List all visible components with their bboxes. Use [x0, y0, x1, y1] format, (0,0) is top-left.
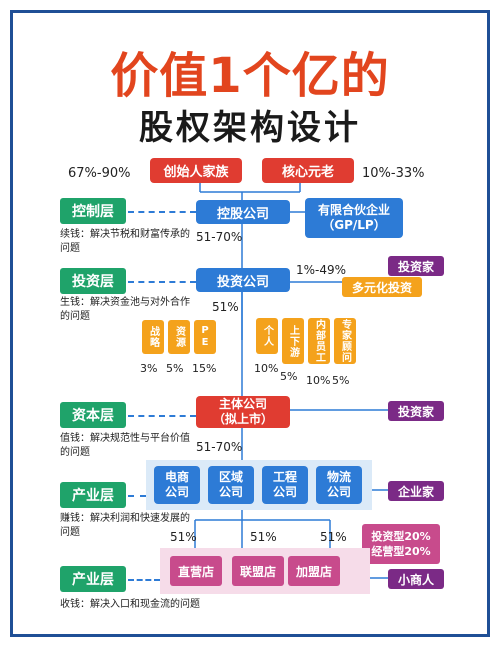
- subsidiary-box: 区域公司: [208, 466, 254, 504]
- page-title: 价值1个亿的: [110, 48, 390, 104]
- small-holder-tag: PE: [194, 320, 216, 354]
- layer-industry2-dash: [128, 579, 160, 581]
- small-holder-percent: 3%: [140, 362, 158, 375]
- store-percent: 51%: [250, 530, 277, 544]
- small-holder-percent: 5%: [280, 370, 298, 383]
- layer-invest-desc: 生钱：解决资金池与对外合作的问题: [60, 297, 190, 322]
- invest-percent: 51%: [212, 300, 239, 314]
- small-holder-tag: 战略: [142, 320, 164, 354]
- small-holder-tag: 内部员工: [308, 318, 330, 364]
- store-percent: 51%: [170, 530, 197, 544]
- small-holder-tag: 上下游: [282, 318, 304, 364]
- store-type-invest: 投资型20%: [371, 530, 431, 543]
- page-subtitle: 股权架构设计: [139, 108, 361, 148]
- store-type-operate: 经营型20%: [371, 545, 431, 558]
- subsidiary-box: 工程公司: [262, 466, 308, 504]
- layer-control-desc: 续钱：解决节税和财富传承的问题: [60, 229, 190, 254]
- investment-company-box: 投资公司: [196, 268, 290, 292]
- diversified-investment-box: 多元化投资: [342, 277, 422, 297]
- main-company-box: 主体公司（拟上市）: [196, 396, 290, 428]
- small-holder-percent: 5%: [332, 374, 350, 387]
- store-percent: 51%: [320, 530, 347, 544]
- layer-control-dash: [128, 211, 196, 213]
- small-holder-percent: 15%: [192, 362, 217, 375]
- layer-capital-desc: 值钱：解决规范性与平台价值的问题: [60, 433, 190, 458]
- main-percent: 51-70%: [196, 440, 243, 454]
- small-holder-tag: 资源: [168, 320, 190, 354]
- store-box: 联盟店: [232, 556, 284, 586]
- holding-company-box: 控股公司: [196, 200, 290, 224]
- merchant-box: 小商人: [388, 569, 444, 589]
- core-elders-box: 核心元老: [262, 158, 354, 183]
- small-holder-percent: 10%: [254, 362, 279, 375]
- subsidiary-box: 物流公司: [316, 466, 362, 504]
- subsidiary-box: 电商公司: [154, 466, 200, 504]
- founder-family-box: 创始人家族: [150, 158, 242, 183]
- gp-lp-box: 有限合伙企业（GP/LP）: [305, 198, 403, 238]
- investor-box-capital: 投资家: [388, 401, 444, 421]
- layer-industry2-label: 产业层: [60, 566, 126, 592]
- layer-invest-dash: [128, 281, 196, 283]
- layer-industry1-desc: 赚钱：解决利润和快速发展的问题: [60, 513, 190, 538]
- layer-capital-label: 资本层: [60, 402, 126, 428]
- store-type-box: 投资型20% 经营型20%: [362, 524, 440, 564]
- layer-industry1-dash: [128, 495, 146, 497]
- layer-industry2-desc: 收钱：解决入口和现金流的问题: [60, 599, 200, 610]
- invest-range-percent: 1%-49%: [296, 263, 347, 277]
- layer-industry1-label: 产业层: [60, 482, 126, 508]
- investor-box-top: 投资家: [388, 256, 444, 276]
- layer-invest-label: 投资层: [60, 268, 126, 294]
- layer-capital-dash: [128, 415, 196, 417]
- holding-percent: 51-70%: [196, 230, 243, 244]
- founder-percent: 67%-90%: [68, 166, 131, 181]
- layer-control-label: 控制层: [60, 198, 126, 224]
- small-holder-percent: 5%: [166, 362, 184, 375]
- store-box: 加盟店: [288, 556, 340, 586]
- small-holder-tag: 专家顾问: [334, 318, 356, 364]
- core-percent: 10%-33%: [362, 166, 425, 181]
- small-holder-percent: 10%: [306, 374, 331, 387]
- small-holder-tag: 个人: [256, 318, 278, 354]
- store-box: 直营店: [170, 556, 222, 586]
- entrepreneur-box: 企业家: [388, 481, 444, 501]
